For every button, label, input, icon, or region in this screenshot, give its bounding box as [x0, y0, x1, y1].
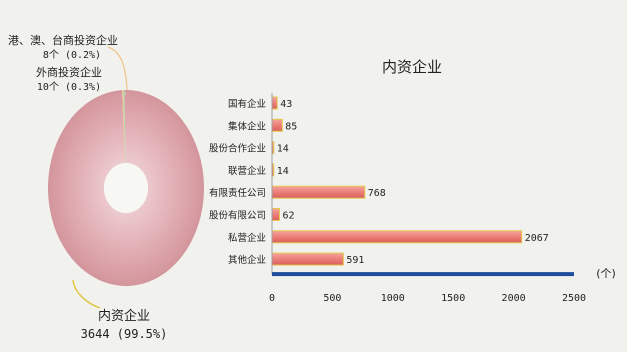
value-label-3: 14 [277, 166, 289, 177]
label-hk-macao-taiwan-value: 8个 (0.2%) [43, 49, 101, 61]
donut-hole [104, 163, 148, 213]
category-label-1: 集体企业 [228, 120, 266, 132]
x-tick-label-0: 0 [269, 293, 275, 304]
bar-4 [271, 185, 366, 199]
category-label-5: 股份有限公司 [209, 210, 266, 222]
x-tick-label-4: 2000 [502, 293, 526, 304]
bar-0 [271, 96, 278, 110]
x-axis-unit: (个) [596, 267, 616, 280]
value-label-6: 2067 [525, 233, 549, 244]
bar-chart-title: 内资企业 [382, 58, 442, 76]
value-label-0: 43 [280, 99, 292, 110]
bar-6 [271, 230, 523, 244]
slice-hk-macao-taiwan [122, 90, 126, 164]
value-label-4: 768 [368, 188, 386, 199]
category-label-4: 有限责任公司 [209, 187, 266, 199]
x-tick-label-3: 1500 [441, 293, 465, 304]
bar-1 [271, 118, 283, 132]
leader-line-hk-macao-taiwan [107, 46, 128, 91]
value-label-2: 14 [277, 144, 289, 155]
category-label-6: 私营企业 [228, 232, 266, 244]
slice-domestic [48, 90, 205, 287]
value-label-1: 85 [285, 121, 297, 132]
label-foreign-value: 10个 (0.3%) [37, 81, 101, 93]
donut-chart: 港、澳、台商投资企业 8个 (0.2%) 外商投资企业 10个 (0.3%) 内资企业 3… [8, 33, 205, 341]
slice-foreign [123, 90, 126, 164]
category-label-3: 联营企业 [228, 165, 266, 177]
leader-line-domestic [72, 279, 101, 309]
label-domestic: 内资企业 [98, 308, 150, 324]
x-tick-label-5: 2500 [562, 293, 586, 304]
value-label-5: 62 [282, 211, 294, 222]
label-foreign: 外商投资企业 [36, 65, 102, 79]
label-hk-macao-taiwan: 港、澳、台商投资企业 [8, 33, 118, 47]
leader-line-foreign [123, 91, 127, 97]
category-label-0: 国有企业 [228, 98, 266, 110]
bar-7 [271, 252, 344, 266]
value-label-7: 591 [346, 255, 364, 266]
label-domestic-value: 3644 (99.5%) [81, 327, 168, 341]
bar-5 [271, 208, 280, 221]
category-label-2: 股份合作企业 [209, 143, 266, 155]
x-tick-label-2: 1000 [381, 293, 405, 304]
x-tick-label-1: 500 [323, 293, 341, 304]
x-axis-line [272, 272, 574, 277]
category-label-7: 其他企业 [228, 254, 266, 266]
